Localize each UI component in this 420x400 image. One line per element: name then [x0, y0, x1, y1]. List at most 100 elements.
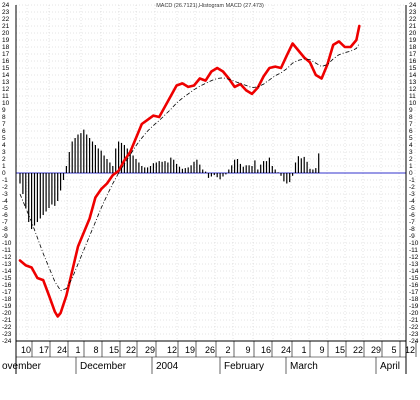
x-month-label: April	[380, 361, 400, 372]
x-day-label: 8	[93, 345, 98, 355]
y-tick-label-right: -8	[409, 226, 415, 233]
y-tick-label-right: -21	[409, 317, 419, 324]
x-day-label: 17	[39, 345, 49, 355]
y-tick-label-left: -9	[2, 233, 8, 240]
y-tick-label-left: 10	[2, 100, 10, 107]
y-tick-label-right: 20	[409, 30, 417, 37]
y-tick-label-left: -16	[2, 282, 12, 289]
x-day-label: 12	[167, 345, 177, 355]
y-tick-label-right: -6	[409, 212, 415, 219]
y-tick-label-left: 22	[2, 16, 10, 23]
y-tick-label-right: -1	[409, 177, 415, 184]
x-day-label: 2	[225, 345, 230, 355]
y-tick-label-left: -19	[2, 303, 12, 310]
y-tick-label-left: 13	[2, 79, 10, 86]
y-tick-label-left: -12	[2, 254, 12, 261]
y-tick-label-left: -23	[2, 331, 12, 338]
y-tick-label-left: 6	[2, 128, 6, 135]
series-layer	[18, 24, 361, 318]
y-tick-label-left: -5	[2, 205, 8, 212]
y-tick-label-right: 16	[409, 58, 417, 65]
y-tick-label-left: -4	[2, 198, 8, 205]
x-day-label: 16	[261, 345, 271, 355]
y-tick-label-left: 7	[2, 121, 6, 128]
y-tick-label-left: -8	[2, 226, 8, 233]
y-tick-label-right: -10	[409, 240, 419, 247]
y-tick-label-right: -11	[409, 247, 418, 254]
y-tick-label-left: 9	[2, 107, 6, 114]
y-tick-label-right: 22	[409, 16, 417, 23]
y-tick-label-right: -20	[409, 310, 419, 317]
y-tick-label-left: 3	[2, 149, 6, 156]
y-tick-label-left: 19	[2, 37, 10, 44]
macd-line	[18, 24, 361, 318]
y-tick-label-right: -2	[409, 184, 415, 191]
x-day-label: 24	[57, 345, 67, 355]
y-tick-label-right: -16	[409, 282, 419, 289]
y-tick-label-right: 19	[409, 37, 417, 44]
y-tick-label-right: 4	[409, 142, 413, 149]
y-tick-label-left: -1	[2, 177, 8, 184]
y-tick-label-right: 9	[409, 107, 413, 114]
y-tick-label-left: 1	[2, 163, 6, 170]
y-tick-label-right: 12	[409, 86, 417, 93]
y-tick-label-left: 12	[2, 86, 10, 93]
y-tick-label-right: 11	[409, 93, 416, 100]
y-tick-label-left: -15	[2, 275, 12, 282]
chart-title: MACD (26.7121),Histogram MACD (27.473)	[156, 3, 264, 9]
y-tick-label-right: 3	[409, 149, 413, 156]
x-day-label: 10	[21, 345, 31, 355]
y-tick-label-right: -9	[409, 233, 415, 240]
x-day-label: 29	[145, 345, 155, 355]
y-tick-label-right: 0	[409, 170, 413, 177]
x-day-label: 1	[301, 345, 306, 355]
y-tick-label-left: 11	[2, 93, 9, 100]
y-tick-label-left: -21	[2, 317, 12, 324]
y-tick-label-right: 7	[409, 121, 413, 128]
y-tick-label-right: -5	[409, 205, 415, 212]
y-tick-label-right: -22	[409, 324, 419, 331]
x-day-label: 15	[109, 345, 119, 355]
x-month-label: March	[290, 361, 318, 372]
x-day-label: 22	[353, 345, 363, 355]
y-tick-label-left: -14	[2, 268, 12, 275]
x-day-label: 9	[245, 345, 250, 355]
y-tick-label-right: -4	[409, 198, 415, 205]
y-tick-label-left: -24	[2, 338, 12, 345]
y-tick-label-left: 0	[2, 170, 6, 177]
y-tick-label-left: -18	[2, 296, 12, 303]
x-day-label: 9	[319, 345, 324, 355]
x-day-label: 15	[335, 345, 345, 355]
x-day-label: 19	[185, 345, 195, 355]
y-tick-label-left: 5	[2, 135, 6, 142]
y-tick-label-right: 23	[409, 9, 417, 16]
x-day-label: 5	[391, 345, 396, 355]
x-day-label: 24	[281, 345, 291, 355]
y-tick-label-right: 18	[409, 44, 417, 51]
y-tick-label-right: -23	[409, 331, 419, 338]
y-tick-label-right: 10	[409, 100, 417, 107]
y-tick-label-right: 5	[409, 135, 413, 142]
y-tick-label-right: 15	[409, 65, 417, 72]
y-tick-label-right: -24	[409, 338, 419, 345]
y-tick-label-left: -20	[2, 310, 12, 317]
x-day-label: 22	[126, 345, 136, 355]
x-day-label: 29	[371, 345, 381, 355]
x-month-label: December	[80, 361, 127, 372]
x-day-label: 12	[405, 345, 415, 355]
y-tick-label-left: 15	[2, 65, 10, 72]
y-tick-label-left: 18	[2, 44, 10, 51]
y-tick-label-right: 21	[409, 23, 417, 30]
y-tick-label-right: -14	[409, 268, 419, 275]
y-tick-label-right: 8	[409, 114, 413, 121]
y-tick-label-right: 1	[409, 163, 413, 170]
y-tick-label-left: 24	[2, 2, 10, 9]
y-tick-label-left: -7	[2, 219, 8, 226]
y-tick-label-right: 14	[409, 72, 417, 79]
y-tick-label-left: 20	[2, 30, 10, 37]
y-tick-label-right: -13	[409, 261, 419, 268]
y-tick-label-left: -3	[2, 191, 8, 198]
